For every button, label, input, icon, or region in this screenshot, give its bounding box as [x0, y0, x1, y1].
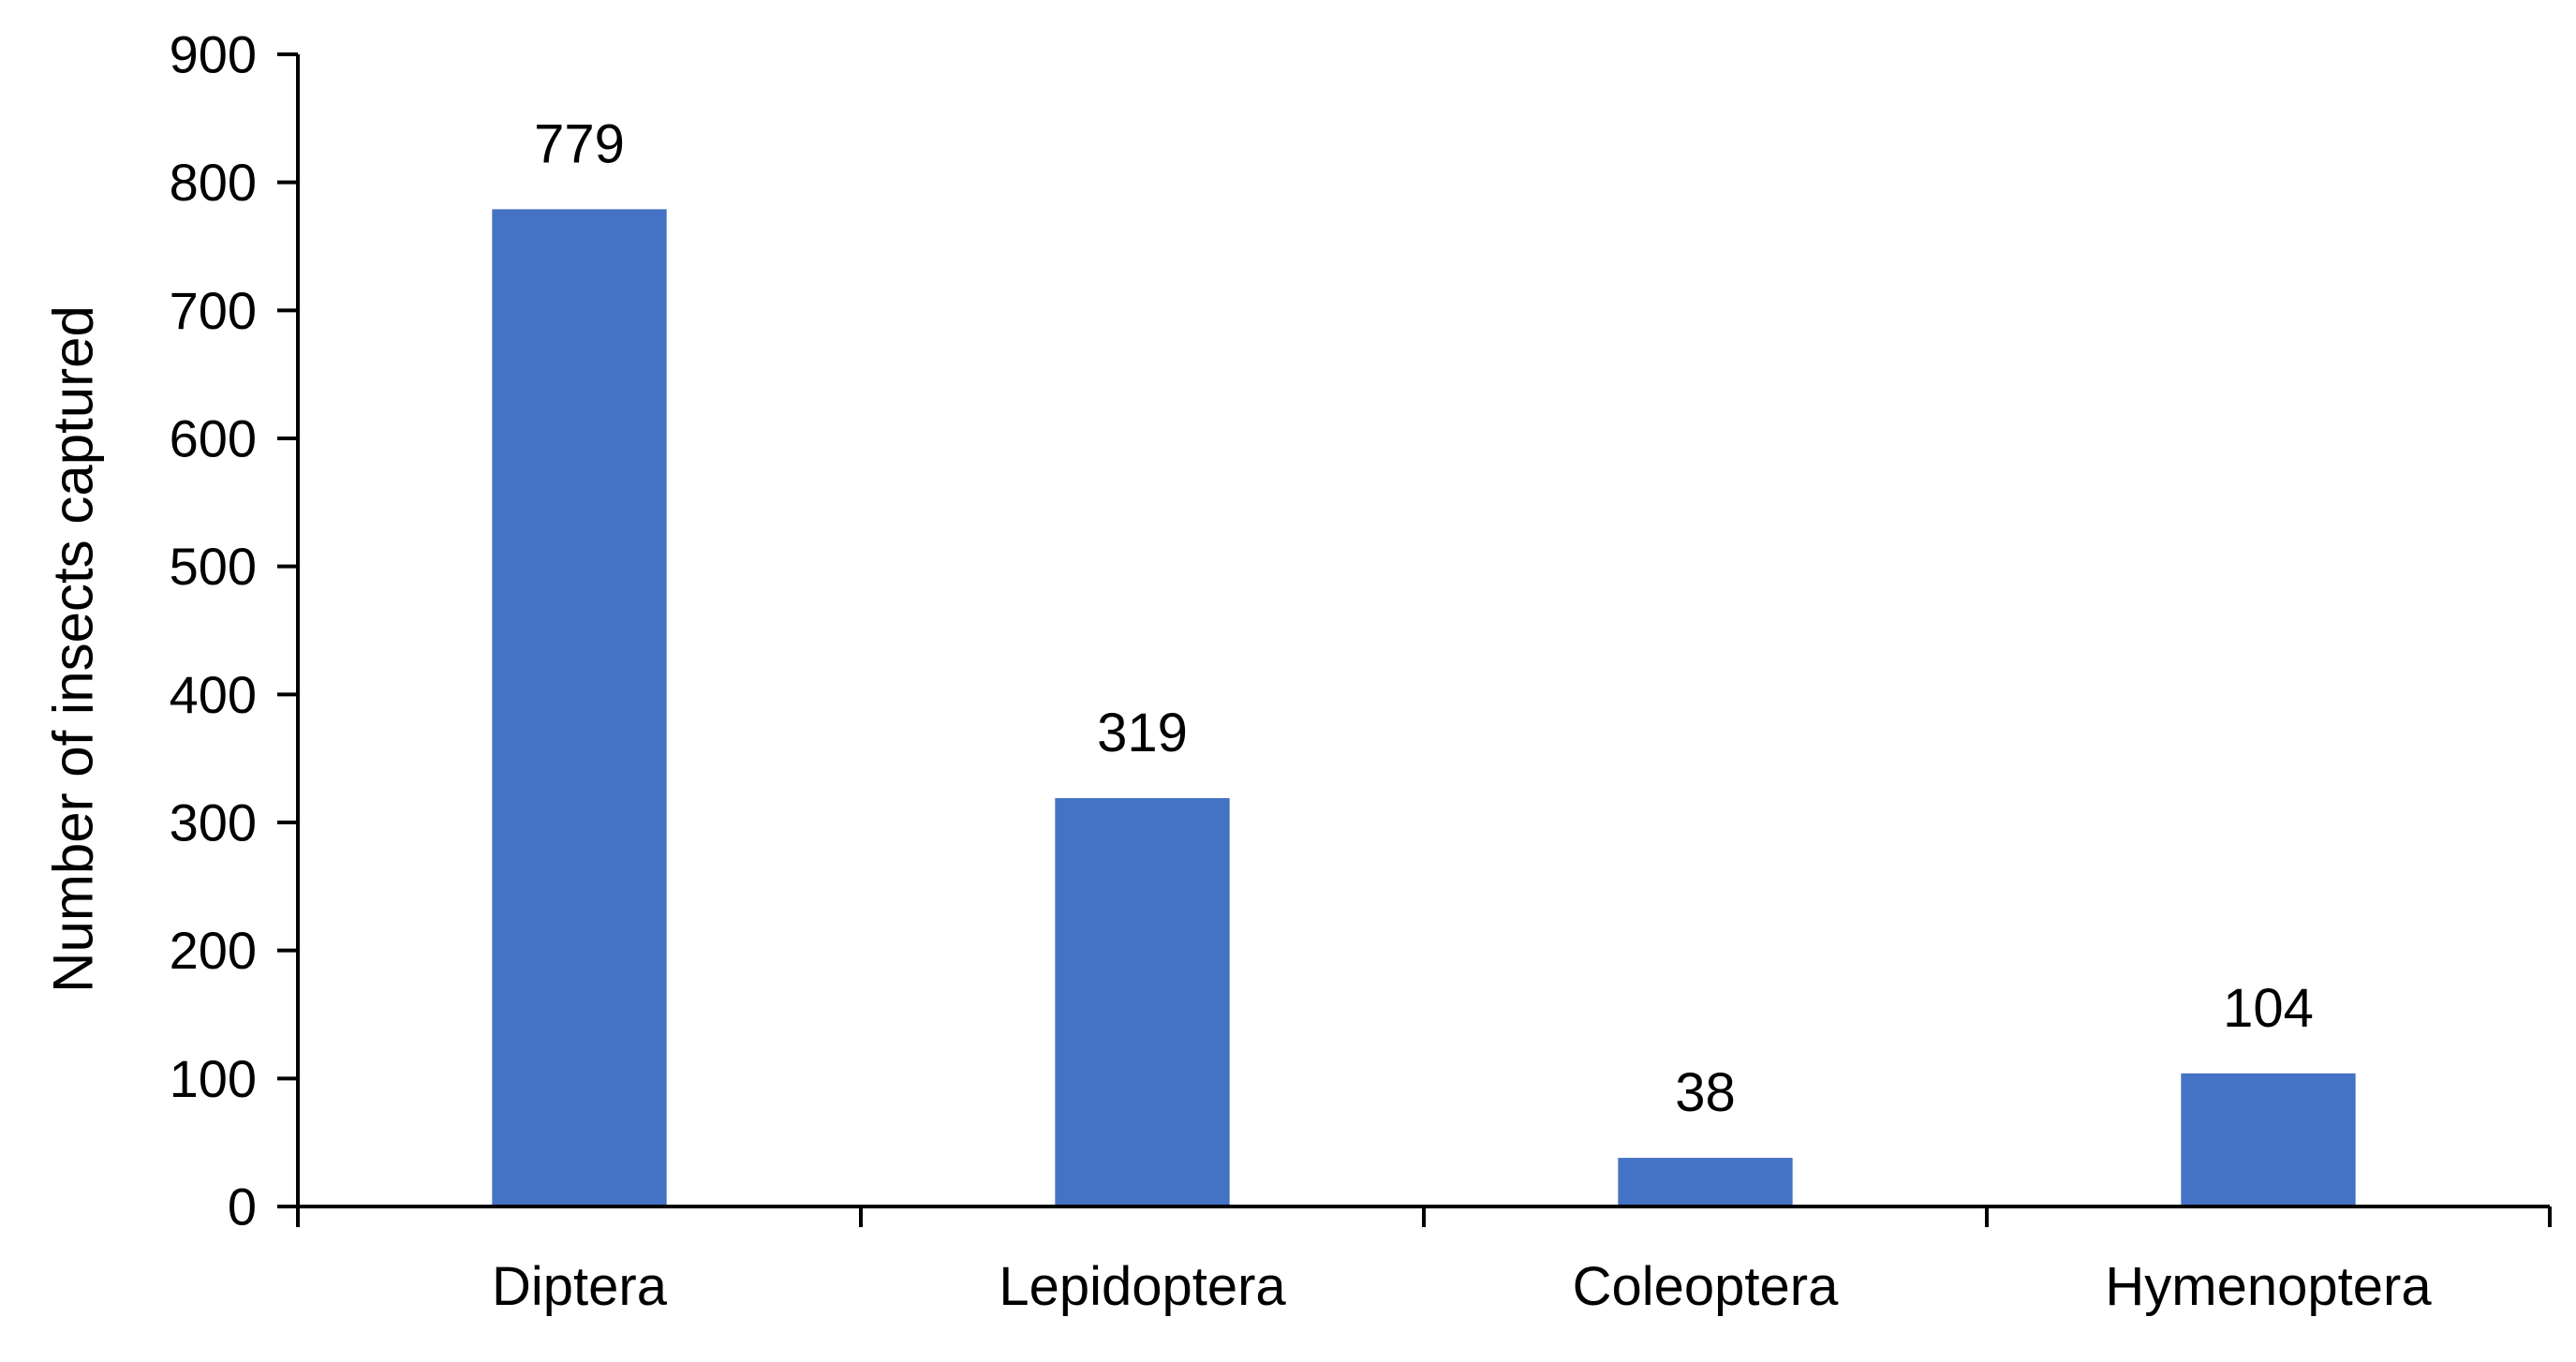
y-tick-label: 500: [170, 537, 257, 596]
y-tick-label: 300: [170, 793, 257, 852]
data-labels: 779 319 38 104: [534, 113, 2314, 1123]
y-tick-label: 200: [170, 921, 257, 980]
x-category-label: Lepidoptera: [999, 1256, 1286, 1317]
y-tick-label: 700: [170, 281, 257, 340]
bar-lepidoptera: [1055, 798, 1230, 1207]
bar-diptera: [492, 209, 667, 1207]
y-axis-title: Number of insects captured: [42, 305, 105, 993]
bars: [492, 209, 2356, 1207]
bar-hymenoptera: [2181, 1073, 2356, 1207]
data-label-diptera: 779: [534, 113, 625, 174]
x-category-label: Hymenoptera: [2105, 1256, 2432, 1317]
y-axis-ticks: 0 100 200 300 400 500 600 700 800 900: [170, 25, 298, 1236]
y-tick-label: 900: [170, 25, 257, 84]
bar-coleoptera: [1618, 1158, 1793, 1207]
data-label-coleoptera: 38: [1675, 1062, 1736, 1123]
data-label-hymenoptera: 104: [2223, 978, 2314, 1039]
x-category-label: Coleoptera: [1573, 1256, 1839, 1317]
y-tick-label: 600: [170, 409, 257, 468]
x-axis-ticks: Diptera Lepidoptera Coleoptera Hymenoptera: [296, 1207, 2552, 1317]
data-label-lepidoptera: 319: [1097, 703, 1188, 763]
y-tick-label: 0: [228, 1177, 257, 1236]
y-tick-label: 800: [170, 153, 257, 212]
y-tick-label: 400: [170, 665, 257, 724]
x-category-label: Diptera: [492, 1256, 668, 1317]
y-tick-label: 100: [170, 1049, 257, 1108]
